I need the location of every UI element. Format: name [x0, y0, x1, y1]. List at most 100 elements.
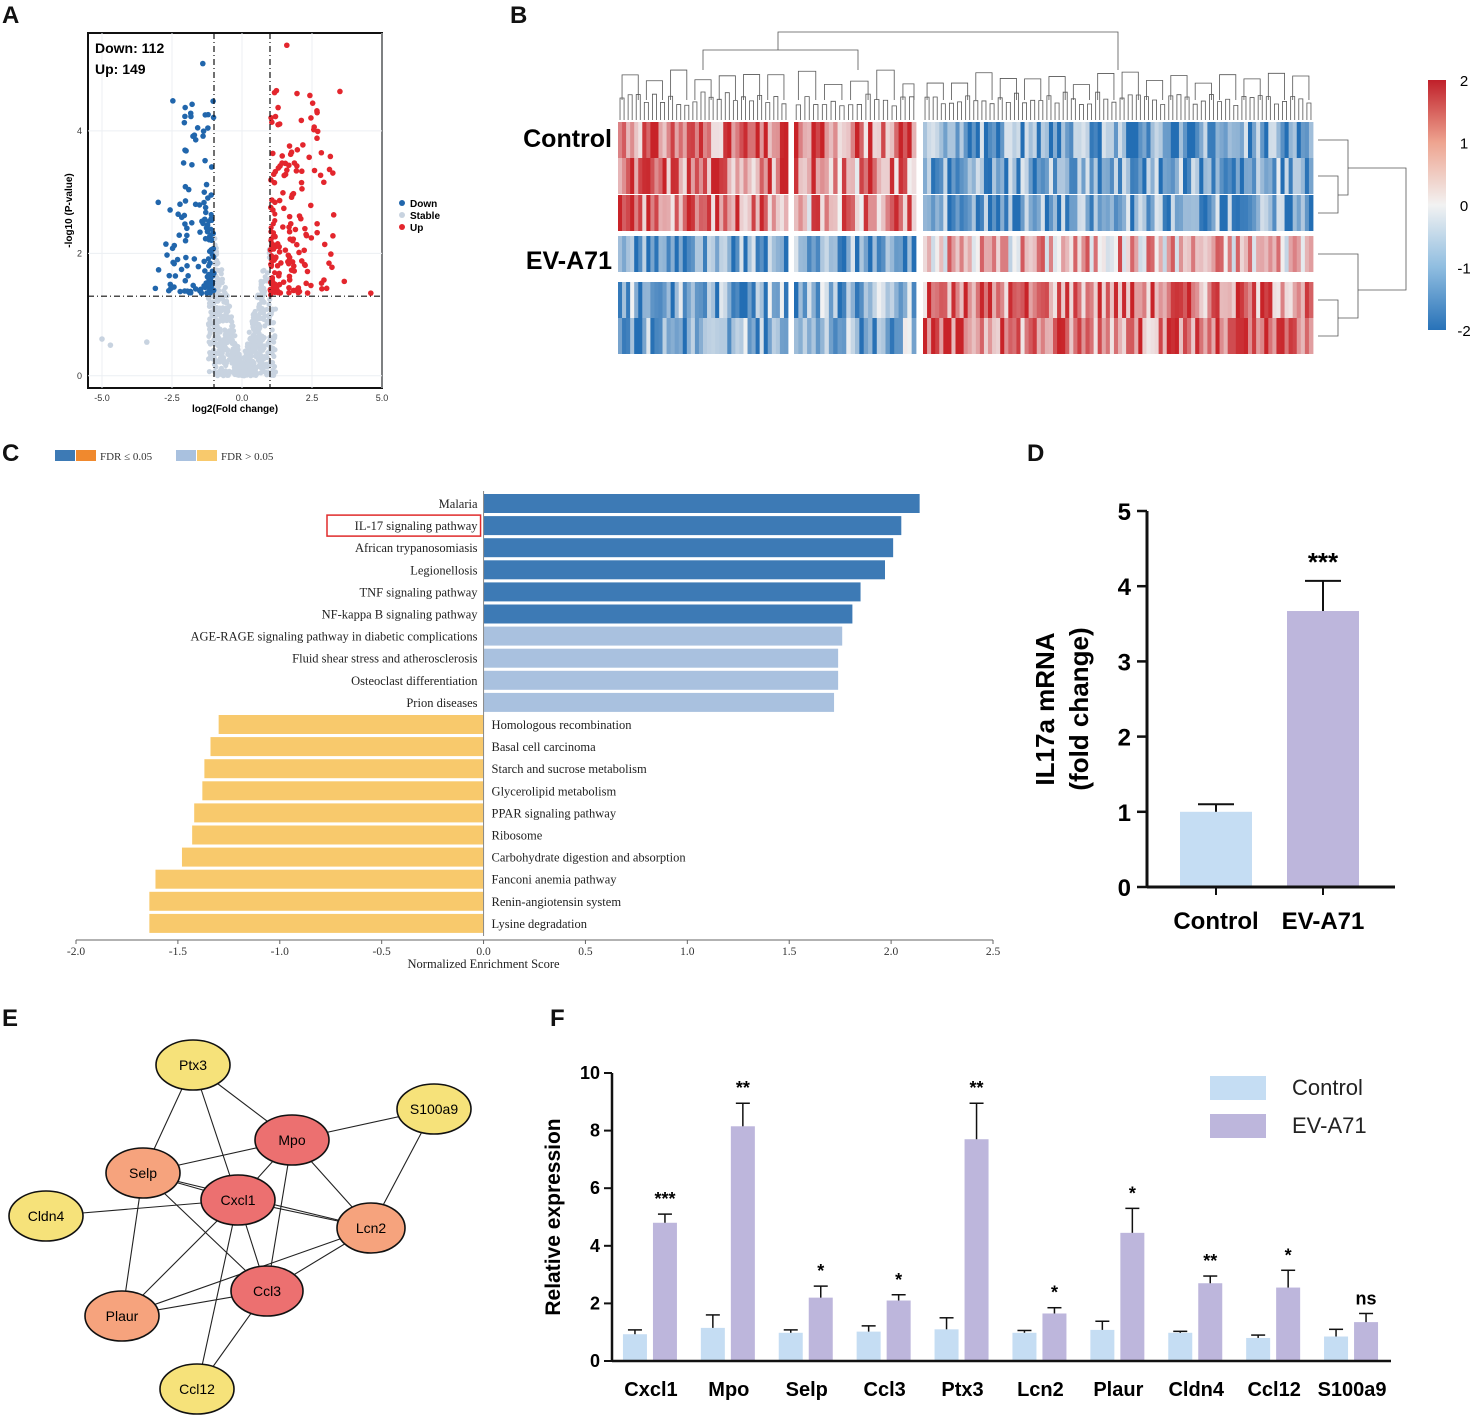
down-point	[171, 260, 177, 267]
heatmap-cell	[1101, 195, 1107, 231]
heatmap-cell	[622, 158, 627, 194]
heatmap-cell	[1191, 195, 1196, 231]
heatmap-cell	[634, 236, 639, 272]
heatmap-cell	[859, 158, 865, 194]
heatmap-cell	[992, 318, 997, 354]
y-axis-title: Relative expression	[542, 1118, 565, 1315]
heatmap-cell	[1126, 282, 1131, 318]
down-point	[152, 285, 159, 292]
heatmap-cell	[923, 236, 928, 272]
heatmap-cell	[1036, 318, 1042, 354]
heatmap-cell	[1008, 282, 1013, 318]
heatmap-cell	[707, 236, 712, 272]
heatmap-cell	[1308, 282, 1314, 318]
heatmap-cell	[1122, 122, 1127, 158]
heatmap-cell	[824, 158, 830, 194]
heatmap-cell	[898, 282, 904, 318]
heatmap-cell	[1243, 158, 1249, 194]
x-tick-label: Cldn4	[1168, 1379, 1224, 1401]
up-point	[286, 213, 293, 220]
significance-mark: *	[895, 1270, 902, 1290]
heatmap-cell	[971, 282, 977, 318]
enrichment-bar	[483, 494, 920, 513]
heatmap-cell	[983, 236, 989, 272]
heatmap-cell	[992, 122, 997, 158]
down-point	[172, 273, 179, 279]
heatmap-cell	[1187, 282, 1192, 318]
column-dendrogram-branch	[702, 49, 859, 70]
heatmap-cell	[715, 282, 720, 318]
heatmap-cell	[755, 282, 761, 318]
outlier-point	[284, 42, 290, 49]
stable-point	[266, 301, 272, 308]
pathway-label: Carbohydrate digestion and absorption	[492, 851, 687, 865]
heatmap-cell	[759, 282, 765, 318]
heatmap-cell	[1048, 318, 1054, 354]
expression-bar	[886, 1300, 911, 1361]
up-point	[272, 113, 279, 120]
heatmap-cell	[783, 122, 789, 158]
heatmap-cell	[959, 282, 965, 318]
heatmap-cell	[751, 195, 757, 231]
heatmap-cell	[1183, 282, 1188, 318]
heatmap-cell	[959, 122, 965, 158]
heatmap-cell	[1040, 122, 1046, 158]
up-point	[319, 286, 325, 292]
up-point	[289, 237, 296, 244]
heatmap-cell	[1134, 282, 1139, 318]
stable-point	[225, 351, 231, 357]
heatmap-cell	[794, 195, 799, 231]
heatmap-cell	[1252, 158, 1257, 194]
heatmap-cell	[630, 318, 635, 354]
heatmap-cell	[727, 158, 732, 194]
stable-point	[220, 318, 226, 324]
heatmap-cell	[1040, 282, 1046, 318]
heatmap-cell	[1057, 158, 1062, 194]
heatmap-cell	[1308, 236, 1314, 272]
column-dendrogram-branch	[743, 74, 761, 100]
heatmap-cell	[731, 122, 736, 158]
down-point	[164, 252, 170, 258]
heatmap-cell	[850, 122, 856, 158]
heatmap-cell	[779, 122, 785, 158]
heatmap-cell	[650, 236, 655, 272]
heatmap-cell	[992, 158, 997, 194]
x-tick-label: -1.5	[169, 946, 187, 958]
stable-point	[251, 341, 257, 347]
heatmap-cell	[935, 236, 940, 272]
column-dendrogram-branch	[957, 101, 962, 120]
heatmap-cell	[707, 195, 712, 231]
heatmap-cell	[1093, 158, 1099, 194]
heatmap-cell	[1199, 318, 1204, 354]
heatmap-cell	[1272, 195, 1277, 231]
heatmap-cell	[971, 318, 977, 354]
heatmap-cell	[1235, 195, 1241, 231]
stable-point	[264, 306, 270, 313]
heatmap-cell	[841, 158, 847, 194]
heatmap-cell	[707, 318, 712, 354]
enrichment-bar	[204, 759, 484, 779]
column-dendrogram-branch	[700, 91, 706, 120]
stable-point	[268, 237, 274, 244]
heatmap-cell	[889, 195, 895, 231]
heatmap-cell	[650, 282, 655, 318]
heatmap-cell	[907, 122, 913, 158]
up-point	[307, 202, 314, 209]
heatmap-cell	[1028, 158, 1034, 194]
stable-point	[210, 299, 216, 305]
stable-point	[259, 299, 265, 305]
heatmap-cell	[642, 122, 647, 158]
heatmap-cell	[1154, 282, 1160, 318]
up-point	[318, 280, 325, 286]
up-point	[292, 226, 299, 233]
column-dendrogram-branch	[909, 96, 915, 120]
heatmap-cell	[674, 158, 680, 194]
column-dendrogram-branch	[643, 101, 649, 120]
heatmap-cell	[658, 195, 663, 231]
x-tick-label: Ccl3	[864, 1379, 906, 1401]
heatmap-cell	[618, 158, 623, 194]
stable-point	[271, 353, 277, 360]
column-dendrogram-branch	[1274, 103, 1279, 120]
up-point	[272, 281, 278, 287]
column-dendrogram-branch	[924, 96, 930, 120]
